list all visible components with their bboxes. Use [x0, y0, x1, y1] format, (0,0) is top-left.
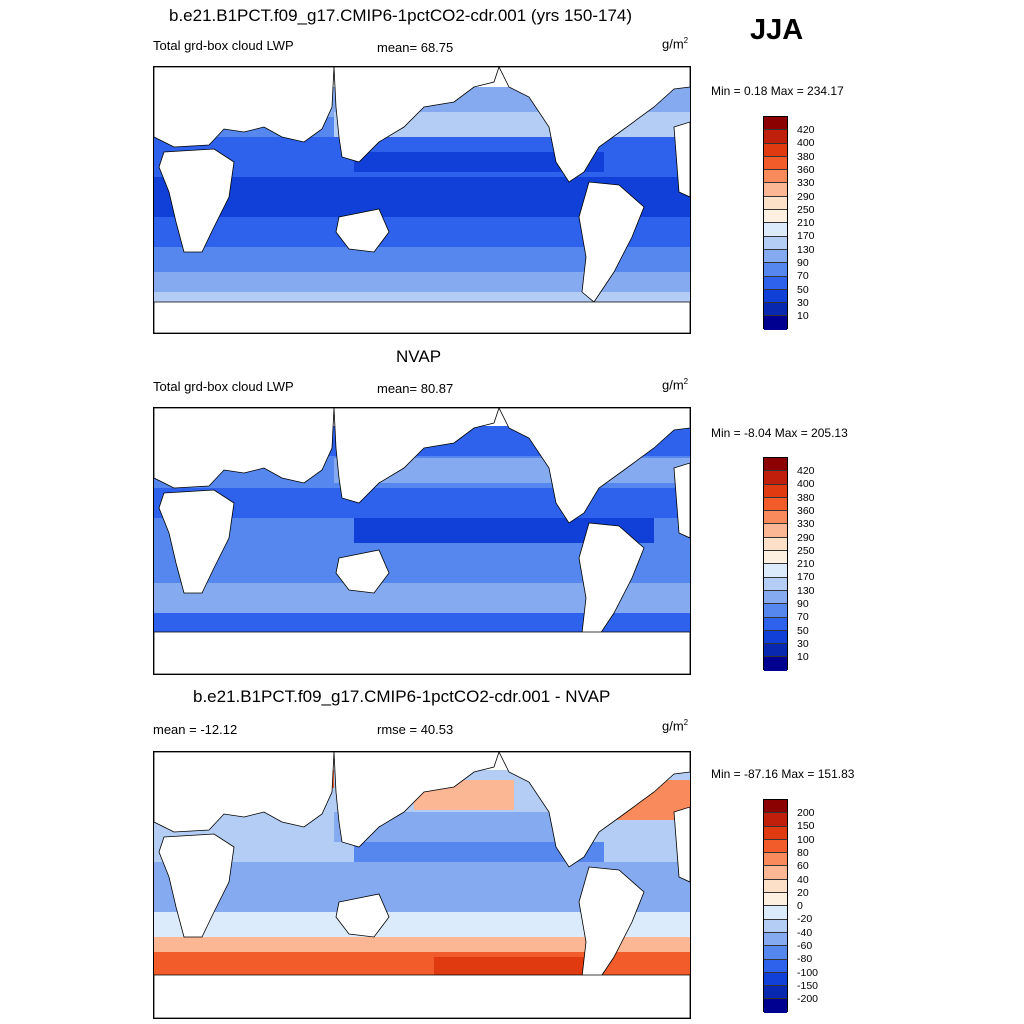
tick-label: 40	[797, 873, 809, 886]
panel-2-title: NVAP	[396, 347, 442, 366]
panel-1-minmax: Min = 0.18 Max = 234.17	[711, 84, 844, 98]
tick-label: -200	[797, 993, 819, 1006]
panel-3-rmse: rmse = 40.53	[377, 722, 454, 737]
panel-1-map-svg	[154, 67, 690, 333]
tick-label: 210	[797, 217, 815, 230]
continents	[154, 67, 690, 333]
tick-label: -20	[797, 913, 813, 926]
tick-label: 10	[797, 310, 809, 323]
panel-3-map	[153, 751, 691, 1019]
tick-label: 20	[797, 886, 809, 899]
tick-label: 30	[797, 296, 809, 309]
tick-label: -100	[797, 966, 819, 979]
tick-label: 90	[797, 257, 809, 269]
tick-label: 60	[797, 860, 809, 873]
tick-label: 90	[797, 598, 809, 610]
panel-1-variable-label: Total grd-box cloud LWP	[153, 38, 294, 53]
tick-label: 380	[797, 491, 815, 504]
tick-label: 70	[797, 270, 809, 283]
tick-label: -40	[797, 926, 813, 939]
panel-1-units: g/m2	[662, 36, 689, 52]
panel-2-map-svg	[154, 408, 690, 674]
tick-label: 170	[797, 571, 815, 584]
season-label: JJA	[750, 14, 804, 46]
panel-2-map	[153, 407, 691, 675]
tick-label: 150	[797, 820, 815, 833]
panel-3-title: b.e21.B1PCT.f09_g17.CMIP6-1pctCO2-cdr.00…	[193, 687, 611, 706]
panel-2-units: g/m2	[662, 377, 689, 393]
tick-label: 420	[797, 124, 815, 136]
panel-3-minmax: Min = -87.16 Max = 151.83	[711, 767, 855, 781]
tick-label: 30	[797, 637, 809, 650]
continents	[154, 408, 690, 674]
tick-label: 170	[797, 230, 815, 243]
tick-label: 360	[797, 163, 815, 176]
tick-label: 100	[797, 833, 815, 846]
tick-label: 400	[797, 478, 815, 491]
panel-2-mean: mean= 80.87	[377, 381, 454, 396]
tick-label: 10	[797, 651, 809, 664]
tick-label: -60	[797, 940, 813, 952]
panel-3-mean: mean = -12.12	[153, 722, 238, 737]
tick-label: 290	[797, 190, 815, 203]
tick-label: 130	[797, 243, 815, 256]
panel-2-variable-label: Total grd-box cloud LWP	[153, 379, 294, 394]
tick-label: 50	[797, 624, 809, 637]
panel-2-minmax: Min = -8.04 Max = 205.13	[711, 426, 848, 440]
tick-label: -80	[797, 953, 813, 966]
panel-1-mean: mean= 68.75	[377, 40, 454, 55]
tick-label: 200	[797, 807, 815, 819]
tick-label: 380	[797, 150, 815, 163]
panel-1-colorbar	[763, 116, 788, 330]
tick-label: 70	[797, 611, 809, 624]
tick-label: 50	[797, 283, 809, 296]
panel-1-map	[153, 66, 691, 334]
panel-2-colorbar	[763, 457, 788, 671]
tick-label: 420	[797, 465, 815, 477]
tick-label: 210	[797, 558, 815, 571]
panel-3-units: g/m2	[662, 718, 689, 734]
tick-label: 330	[797, 177, 815, 190]
tick-label: 130	[797, 584, 815, 597]
tick-label: 290	[797, 531, 815, 544]
tick-label: -150	[797, 979, 819, 992]
panel-3-colorbar	[763, 799, 788, 1013]
tick-label: 360	[797, 504, 815, 517]
tick-label: 0	[797, 900, 803, 913]
tick-label: 250	[797, 203, 815, 216]
tick-label: 400	[797, 137, 815, 150]
panel-1-title: b.e21.B1PCT.f09_g17.CMIP6-1pctCO2-cdr.00…	[169, 6, 633, 25]
panel-3-map-svg	[154, 752, 690, 1018]
continents	[154, 752, 690, 1018]
tick-label: 250	[797, 544, 815, 557]
tick-label: 80	[797, 846, 809, 859]
tick-label: 330	[797, 518, 815, 531]
